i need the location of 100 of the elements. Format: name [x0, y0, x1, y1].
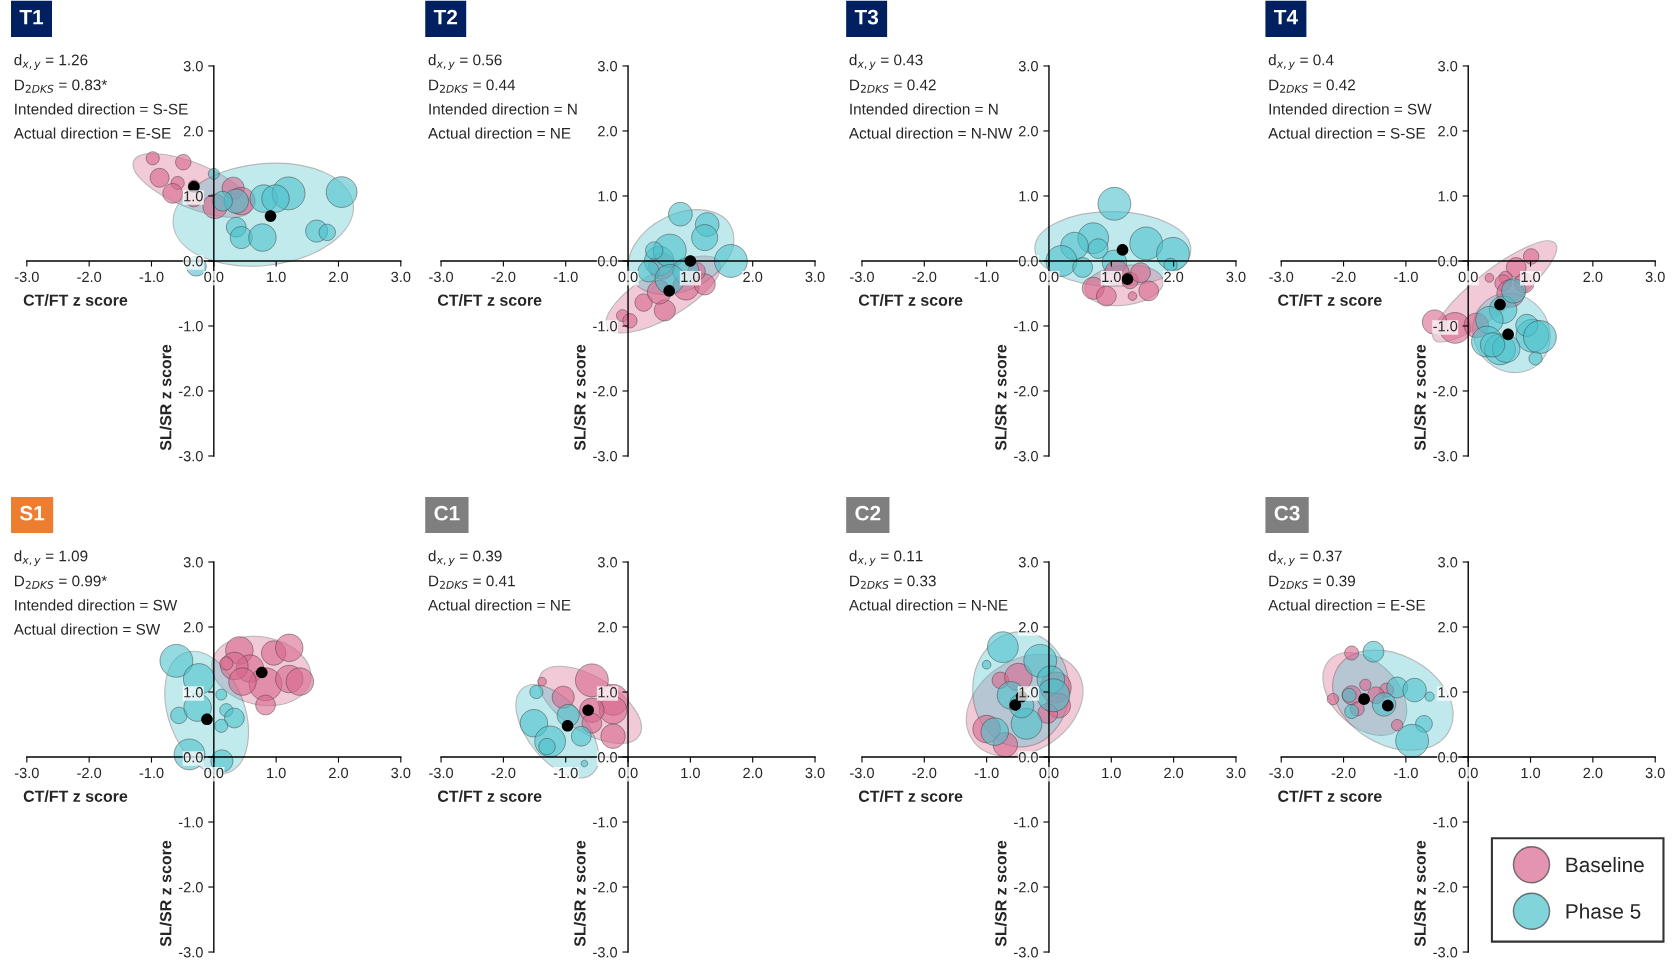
y-tick-label: -1.0: [593, 817, 618, 828]
y-tick-label: 0.0: [1438, 256, 1458, 267]
annotation: d$_{x,y}$ = 0.43: [849, 54, 923, 70]
y-tick-label: -2.0: [1014, 386, 1038, 397]
y-tick-label: 2.0: [183, 126, 203, 137]
y-tick-label: 0.0: [1018, 752, 1038, 763]
annotation: d$_{x,y}$ = 1.26: [14, 54, 88, 70]
x-tick-label: -3.0: [1269, 271, 1294, 283]
y-tick-label: -2.0: [593, 386, 618, 397]
y-tick-label: 2.0: [1438, 126, 1458, 137]
x-tick-label: 3.0: [391, 271, 411, 283]
x-tick-label: 1.0: [681, 767, 700, 779]
y-tick-label: -3.0: [593, 451, 618, 462]
x-tick-label: -3.0: [1269, 767, 1294, 779]
x-tick-label: -1.0: [974, 271, 999, 283]
x-tick-label: 1.0: [1102, 767, 1121, 779]
y-tick-label: 2.0: [1438, 622, 1458, 633]
y-tick-label: 2.0: [1019, 622, 1038, 633]
legend-label: Phase 5: [1566, 903, 1641, 919]
chart-title: T4: [1273, 9, 1298, 25]
x-tick-label: -3.0: [14, 767, 39, 779]
y-tick-label: -2.0: [1433, 386, 1458, 397]
annotation: Actual direction = N-NE: [848, 599, 1008, 611]
x-axis-title: CT/FT z score: [437, 790, 542, 803]
y-tick-label: -1.0: [1433, 817, 1458, 828]
y-tick-label: 0.0: [597, 752, 618, 763]
y-tick-label: 3.0: [1018, 61, 1038, 72]
annotation: Intended direction = SW: [1269, 103, 1432, 115]
y-tick-label: 2.0: [183, 622, 203, 633]
y-tick-label: 1.0: [1438, 191, 1458, 202]
x-tick-label: -2.0: [1331, 767, 1356, 779]
x-axis-title: CT/FT z score: [858, 294, 963, 307]
x-tick-label: 1.0: [267, 271, 286, 283]
x-tick-label: -2.0: [77, 271, 102, 283]
y-tick-label: 3.0: [1438, 61, 1458, 72]
x-tick-label: -2.0: [77, 767, 102, 779]
y-tick-label: 3.0: [183, 61, 203, 72]
y-tick-label: -2.0: [178, 882, 203, 893]
x-tick-label: -3.0: [850, 271, 874, 283]
annotation: Intended direction = N: [850, 103, 998, 115]
annotation: Actual direction = NE: [427, 127, 571, 139]
y-tick-label: 1.0: [184, 191, 203, 202]
y-tick-label: -1.0: [178, 817, 203, 828]
y-tick-label: -2.0: [1433, 882, 1458, 893]
y-tick-label: 1.0: [1019, 191, 1038, 202]
y-tick-label: -1.0: [178, 321, 203, 332]
annotation: D$_{2DKS}$ = 0.83*: [15, 79, 108, 93]
x-tick-label: 1.0: [267, 767, 286, 779]
y-tick-label: -1.0: [1433, 321, 1458, 332]
x-tick-label: 3.0: [1645, 767, 1665, 779]
y-tick-label: -3.0: [1433, 947, 1458, 958]
y-tick-label: -2.0: [593, 882, 618, 893]
y-axis-title: SL/SR z score: [573, 344, 586, 451]
x-axis-title: CT/FT z score: [23, 790, 128, 803]
y-tick-label: -3.0: [1014, 451, 1038, 462]
annotation: Intended direction = S-SE: [15, 103, 188, 115]
x-tick-label: 3.0: [805, 767, 825, 779]
x-tick-label: -2.0: [491, 271, 516, 283]
x-tick-label: 2.0: [1164, 767, 1184, 779]
legend-label: Baseline: [1566, 856, 1644, 873]
y-tick-label: 0.0: [183, 256, 203, 267]
x-tick-label: 0.0: [1039, 271, 1059, 283]
x-axis-title: CT/FT z score: [23, 294, 128, 307]
annotation: D$_{2DKS}$ = 0.44: [429, 79, 516, 93]
y-tick-label: 1.0: [598, 191, 618, 202]
x-tick-label: 0.0: [204, 271, 224, 283]
y-tick-label: 1.0: [1438, 687, 1458, 698]
x-tick-label: 3.0: [1226, 271, 1246, 283]
y-tick-label: -3.0: [1433, 451, 1458, 462]
annotation: Actual direction = SW: [13, 623, 161, 635]
annotation: d$_{x,y}$ = 0.39: [428, 550, 502, 566]
y-tick-label: 3.0: [597, 61, 618, 72]
x-tick-label: -2.0: [912, 767, 937, 779]
annotation: d$_{x,y}$ = 0.37: [1268, 550, 1342, 566]
annotation: Actual direction = N-NW: [848, 127, 1013, 139]
x-tick-label: 3.0: [391, 767, 411, 779]
y-tick-label: -1.0: [1014, 321, 1038, 332]
annotation: Actual direction = S-SE: [1268, 127, 1426, 139]
chart-title: T1: [19, 9, 44, 25]
x-axis-title: CT/FT z score: [1278, 790, 1382, 803]
y-tick-label: -2.0: [1014, 882, 1038, 893]
y-tick-label: -3.0: [593, 947, 618, 958]
x-tick-label: -3.0: [429, 271, 454, 283]
x-tick-label: -1.0: [553, 767, 578, 779]
chart-title: C1: [434, 505, 460, 521]
x-tick-label: -1.0: [1393, 271, 1418, 283]
x-tick-label: 0.0: [1039, 767, 1059, 779]
y-tick-label: 3.0: [183, 557, 203, 568]
x-tick-label: 0.0: [1458, 271, 1478, 283]
y-tick-label: 1.0: [184, 687, 203, 698]
y-tick-label: -1.0: [1014, 817, 1038, 828]
annotation: Actual direction = E-SE: [13, 127, 171, 139]
y-tick-label: 2.0: [1019, 126, 1038, 137]
annotation: D$_{2DKS}$ = 0.41: [429, 575, 515, 589]
y-tick-label: 1.0: [598, 687, 618, 698]
x-tick-label: -1.0: [139, 271, 164, 283]
x-tick-label: 2.0: [1164, 271, 1184, 283]
annotation: D$_{2DKS}$ = 0.42: [1269, 79, 1355, 93]
y-tick-label: -3.0: [1014, 947, 1038, 958]
y-tick-label: 2.0: [598, 126, 618, 137]
